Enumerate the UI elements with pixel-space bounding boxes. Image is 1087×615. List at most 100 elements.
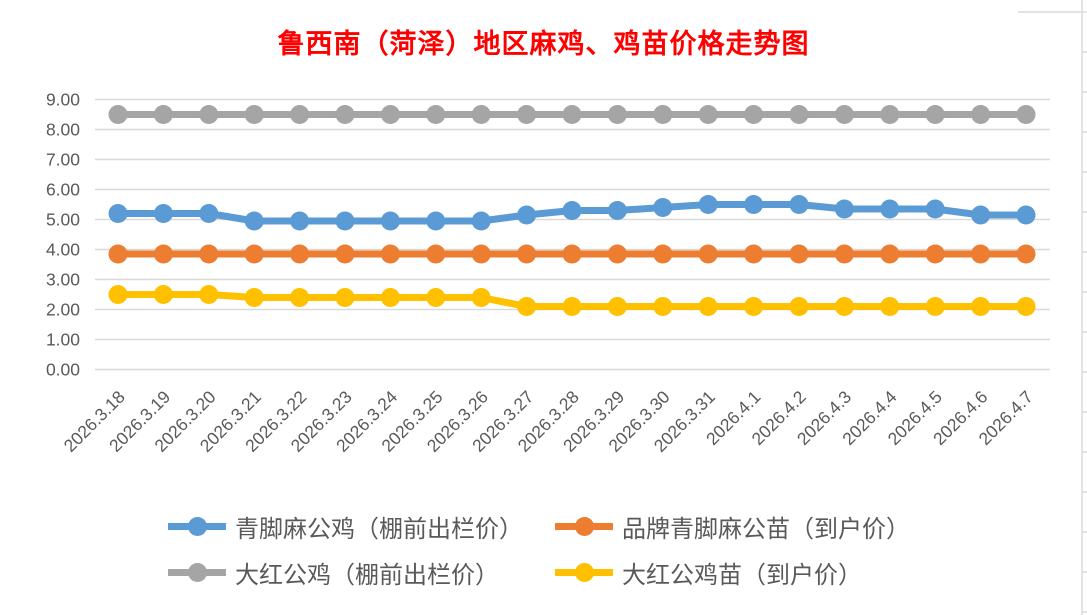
data-point [789, 244, 809, 264]
data-point [698, 105, 718, 124]
data-point [698, 195, 718, 214]
data-point [380, 211, 400, 231]
data-point [698, 297, 718, 316]
legend-row: 大红公鸡（棚前出栏价） 大红公鸡苗（到户价） [0, 555, 1087, 601]
data-point [925, 199, 945, 219]
y-axis-label: 3.00 [46, 270, 80, 290]
data-point [834, 244, 854, 264]
data-point [1016, 244, 1036, 264]
data-point [971, 105, 991, 124]
legend-label: 大红公鸡（棚前出栏价） [235, 563, 499, 589]
data-point [108, 285, 128, 304]
gridlines [95, 98, 1050, 371]
data-point [153, 204, 173, 223]
series-1 [108, 244, 1036, 264]
data-point [153, 285, 173, 304]
data-point [199, 105, 219, 124]
data-point [153, 105, 173, 124]
y-axis-labels: 0.00 1.00 2.00 3.00 4.00 5.00 6.00 7.00 8.00 9.00 [46, 90, 80, 380]
data-point [108, 105, 128, 124]
data-point [834, 105, 854, 124]
data-point [335, 105, 355, 124]
data-point [744, 195, 764, 214]
legend-item-1: 品牌青脚麻公苗（到户价） [555, 509, 910, 544]
data-point [244, 211, 264, 231]
data-point [517, 105, 537, 124]
data-point [471, 211, 491, 231]
data-point [199, 285, 219, 304]
data-point [789, 195, 809, 214]
data-point [653, 244, 673, 264]
data-point [244, 105, 264, 124]
data-point [971, 205, 991, 225]
data-point [199, 244, 219, 264]
data-point [1016, 105, 1036, 124]
legend-item-0: 青脚麻公鸡（棚前出栏价） [168, 509, 523, 544]
legend-marker-icon [555, 517, 613, 537]
data-point [653, 297, 673, 316]
data-point [789, 105, 809, 124]
chart-title: 鲁西南（菏泽）地区麻鸡、鸡苗价格走势图 [277, 29, 810, 59]
data-point [653, 105, 673, 124]
data-point [517, 244, 537, 264]
legend-label: 青脚麻公鸡（棚前出栏价） [235, 517, 523, 543]
y-axis-label: 4.00 [46, 240, 80, 260]
data-point [199, 204, 219, 223]
y-axis-label: 2.00 [46, 300, 80, 320]
data-point [925, 105, 945, 124]
data-point [880, 105, 900, 124]
y-axis-label: 7.00 [46, 150, 80, 170]
data-point [426, 105, 446, 124]
data-point [607, 105, 627, 124]
data-point [244, 288, 264, 307]
legend-item-3: 大红公鸡苗（到户价） [555, 555, 862, 590]
data-point [880, 297, 900, 316]
data-point [698, 244, 718, 264]
data-point [290, 288, 310, 307]
data-point [244, 244, 264, 264]
legend-row: 青脚麻公鸡（棚前出栏价） 品牌青脚麻公苗（到户价） [0, 509, 1087, 555]
chart-legend: 青脚麻公鸡（棚前出栏价） 品牌青脚麻公苗（到户价） 大红公鸡（棚前出栏价） 大红公鸡苗… [0, 509, 1087, 601]
data-point [108, 204, 128, 223]
data-point [380, 105, 400, 124]
data-point [562, 297, 582, 316]
data-point [562, 244, 582, 264]
data-point [744, 244, 764, 264]
data-point [607, 201, 627, 220]
data-point [834, 199, 854, 219]
y-axis-label: 6.00 [46, 180, 80, 200]
data-point [607, 244, 627, 264]
legend-marker-icon [168, 517, 226, 537]
data-point [380, 244, 400, 264]
y-axis-label: 0.00 [46, 360, 80, 380]
data-point [789, 297, 809, 316]
data-point [290, 211, 310, 231]
data-point [925, 244, 945, 264]
data-point [834, 297, 854, 316]
data-point [471, 244, 491, 264]
data-point [108, 244, 128, 264]
data-point [1016, 297, 1036, 316]
data-point [744, 105, 764, 124]
sheet-gridlines [1018, 0, 1087, 615]
data-point [426, 211, 446, 231]
series-3 [108, 285, 1036, 316]
data-point [562, 105, 582, 124]
legend-label: 品牌青脚麻公苗（到户价） [622, 517, 910, 543]
data-point [1016, 205, 1036, 225]
x-axis-labels: 2026.3.182026.3.192026.3.202026.3.212026… [60, 387, 1037, 456]
data-point [335, 288, 355, 307]
y-axis-label: 9.00 [46, 90, 80, 110]
data-point [290, 105, 310, 124]
data-point [880, 244, 900, 264]
data-point [880, 199, 900, 219]
y-axis-label: 8.00 [46, 120, 80, 140]
data-point [607, 297, 627, 316]
series-2 [108, 105, 1036, 124]
data-point [744, 297, 764, 316]
data-point [471, 105, 491, 124]
y-axis-label: 5.00 [46, 210, 80, 230]
legend-label: 大红公鸡苗（到户价） [622, 563, 862, 589]
